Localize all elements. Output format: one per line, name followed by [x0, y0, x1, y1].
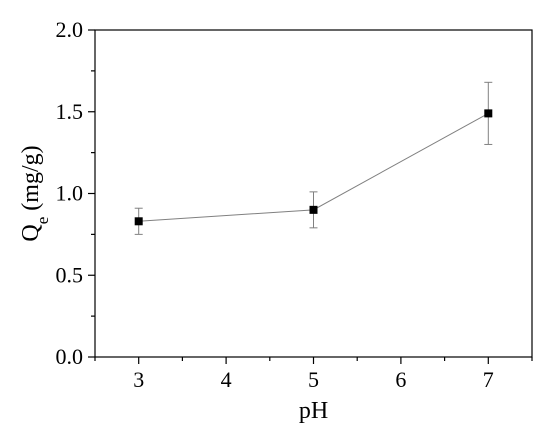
y-tick-label-0.5: 0.5: [56, 262, 84, 287]
x-axis-title: pH: [299, 398, 328, 424]
y-axis-title-unit: (mg/g): [18, 145, 44, 216]
y-axis-title-main: Q: [18, 224, 44, 241]
y-axis-title: Qe (mg/g): [18, 145, 52, 241]
y-tick-label-0.0: 0.0: [56, 344, 84, 369]
x-tick-label-3: 3: [133, 367, 144, 392]
data-point-3: [134, 217, 143, 226]
x-tick-label-7: 7: [483, 367, 494, 392]
y-tick-label-1.0: 1.0: [56, 181, 84, 206]
x-tick-label-5: 5: [308, 367, 319, 392]
x-tick-label-4: 4: [221, 367, 232, 392]
data-point-7: [484, 109, 493, 118]
plot-area: 3 4 5 6 7 0.0 0.5 1.0 1.5 2.0: [56, 17, 533, 392]
y-axis-title-sub: e: [33, 217, 52, 225]
y-tick-label-2.0: 2.0: [56, 17, 84, 42]
x-tick-label-6: 6: [395, 367, 406, 392]
data-point-5: [309, 205, 318, 214]
y-tick-label-1.5: 1.5: [56, 99, 84, 124]
